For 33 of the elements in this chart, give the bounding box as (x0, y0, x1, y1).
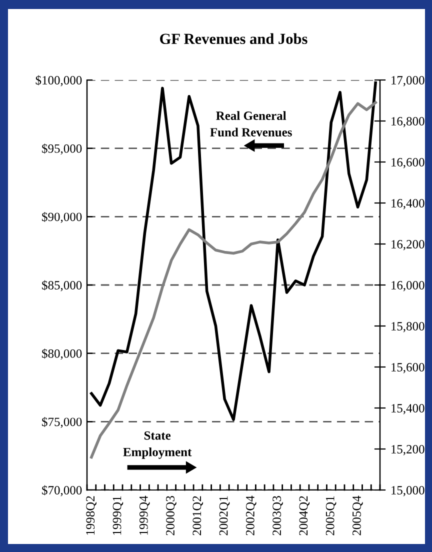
y2-tick-label: 16,400 (392, 199, 424, 210)
y2-tick-label: 16,200 (392, 240, 424, 250)
x-tick-label: 1998Q2 (86, 496, 96, 535)
y2-tick-label: 16,000 (392, 281, 424, 292)
x-tick-label: 2005Q1 (326, 496, 336, 536)
y-tick-label: $80,000 (42, 348, 82, 360)
x-tick-label: 2003Q3 (272, 496, 283, 536)
y2-tick-label: 16,800 (392, 117, 424, 128)
annotation: Real General Fund Revenues (210, 111, 292, 137)
x-tick-label: 2002Q1 (219, 496, 230, 536)
y-tick-label: $70,000 (42, 485, 82, 496)
y2-tick-label: 17,000 (392, 76, 424, 86)
y2-tick-label: 15,000 (392, 486, 424, 496)
y-tick-label: $90,000 (42, 212, 82, 223)
x-tick-label: 2002Q4 (246, 496, 256, 536)
y2-tick-label: 15,800 (392, 322, 424, 332)
y-tick-label: $100,000 (36, 75, 82, 86)
y2-tick-label: 15,200 (392, 445, 424, 456)
y-tick-label: $85,000 (42, 280, 82, 292)
x-tick-label: 2005Q4 (352, 496, 363, 536)
y2-tick-label: 15,400 (392, 404, 424, 414)
y-tick-label: $75,000 (42, 416, 82, 428)
x-tick-label: 1999Q1 (112, 496, 124, 535)
chart-title: GF Revenues and Jobs (160, 33, 308, 44)
annotation: State Employment (123, 431, 192, 459)
x-tick-label: 2004Q2 (299, 496, 310, 536)
y2-tick-label: 15,600 (392, 363, 424, 374)
x-tick-label: 1999Q4 (139, 496, 150, 535)
line-series (90, 101, 377, 459)
x-tick-label: 2001Q2 (192, 496, 204, 536)
y2-tick-label: 16,600 (392, 158, 424, 168)
y-tick-label: $95,000 (42, 144, 82, 155)
x-tick-label: 2000Q3 (166, 496, 176, 536)
